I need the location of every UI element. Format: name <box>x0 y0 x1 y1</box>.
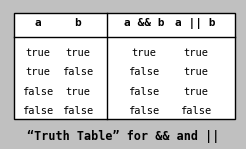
Text: true: true <box>131 48 156 58</box>
Text: false: false <box>62 67 93 77</box>
Text: true: true <box>26 48 51 58</box>
Bar <box>14 13 235 119</box>
Text: false: false <box>128 67 160 77</box>
Text: false: false <box>180 106 211 116</box>
Text: a && b: a && b <box>124 18 164 28</box>
Text: false: false <box>128 87 160 97</box>
Text: false: false <box>22 87 54 97</box>
Text: false: false <box>128 106 160 116</box>
Text: false: false <box>62 106 93 116</box>
Text: a: a <box>35 18 42 28</box>
Text: false: false <box>22 106 54 116</box>
Text: true: true <box>65 48 90 58</box>
Text: b: b <box>74 18 81 28</box>
Text: a || b: a || b <box>175 18 216 29</box>
Text: true: true <box>26 67 51 77</box>
Text: true: true <box>65 87 90 97</box>
Text: true: true <box>183 67 208 77</box>
Text: “Truth Table” for && and ||: “Truth Table” for && and || <box>27 130 219 143</box>
Text: true: true <box>183 87 208 97</box>
Text: true: true <box>183 48 208 58</box>
